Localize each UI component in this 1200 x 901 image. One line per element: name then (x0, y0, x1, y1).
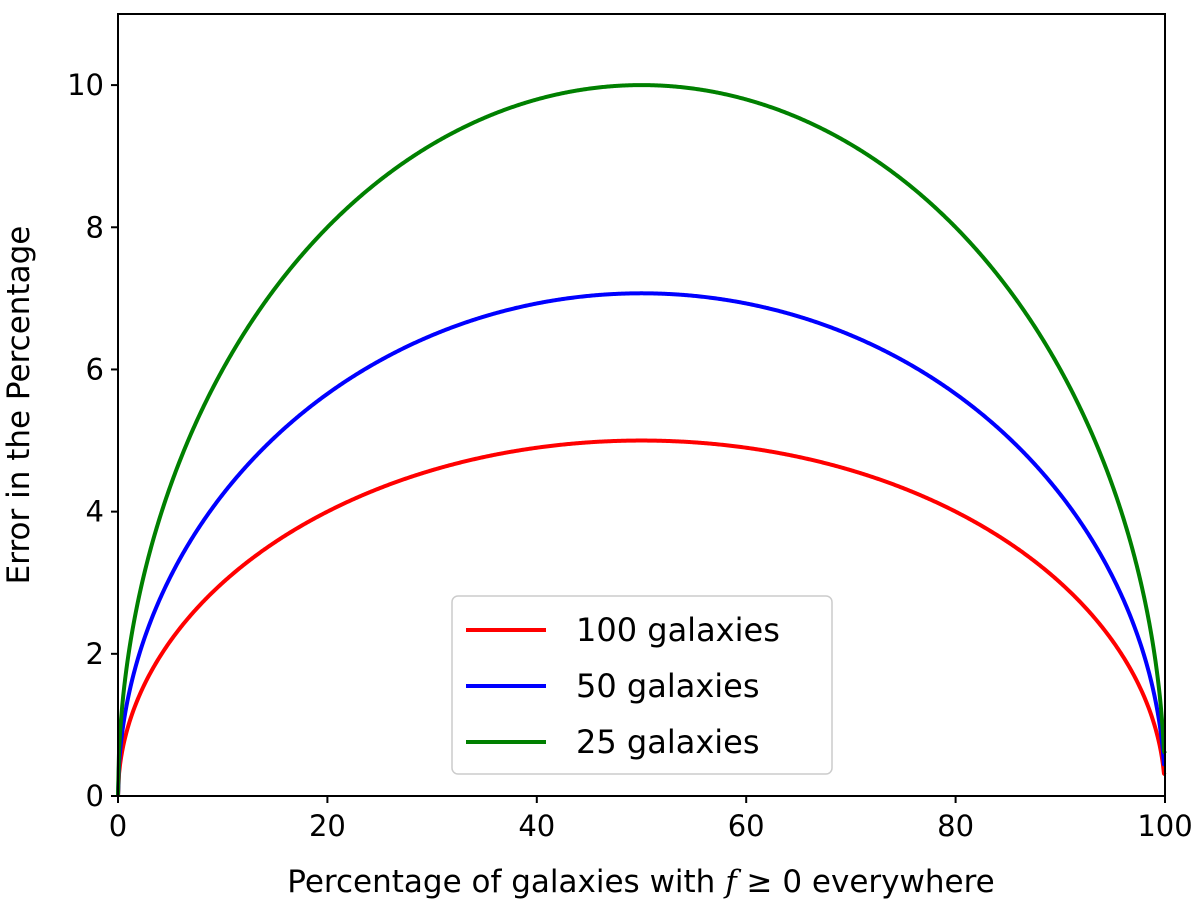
y-tick-label: 2 (86, 637, 104, 671)
plot-area-frame (117, 13, 1166, 797)
legend-box (451, 595, 833, 775)
x-tick-label: 20 (309, 809, 346, 843)
y-tick-label: 6 (86, 352, 104, 386)
x-tick-label: 80 (937, 809, 974, 843)
y-tick-label: 4 (86, 495, 104, 529)
y-axis-ticks: 0 2 4 6 8 10 (67, 68, 118, 813)
x-axis-label-prefix: Percentage of galaxies with (287, 864, 725, 900)
y-tick-label: 0 (86, 779, 104, 813)
x-axis-label: Percentage of galaxies with f ≥ 0 everyw… (287, 864, 994, 900)
series-line-50-galaxies (116, 291, 1166, 797)
x-tick-label: 40 (518, 809, 555, 843)
y-tick-label: 10 (67, 68, 104, 102)
series-layer (116, 83, 1167, 797)
legend-entries: 100 galaxies 50 galaxies 25 galaxies (466, 611, 780, 761)
legend-label: 50 galaxies (576, 667, 760, 705)
series-line-25-galaxies (116, 83, 1167, 797)
x-axis-label-suffix: ≥ 0 everywhere (737, 864, 995, 900)
x-tick-label: 100 (1137, 809, 1192, 843)
x-axis-ticks: 0 20 40 60 80 100 (109, 796, 1193, 843)
legend-label: 25 galaxies (576, 723, 760, 761)
x-tick-label: 60 (728, 809, 765, 843)
series-line-100-galaxies (116, 438, 1167, 797)
y-axis-label: Error in the Percentage (1, 226, 37, 585)
x-tick-label: 0 (109, 809, 127, 843)
y-tick-label: 8 (86, 210, 104, 244)
legend: 100 galaxies 50 galaxies 25 galaxies (451, 595, 833, 775)
legend-label: 100 galaxies (576, 611, 780, 649)
